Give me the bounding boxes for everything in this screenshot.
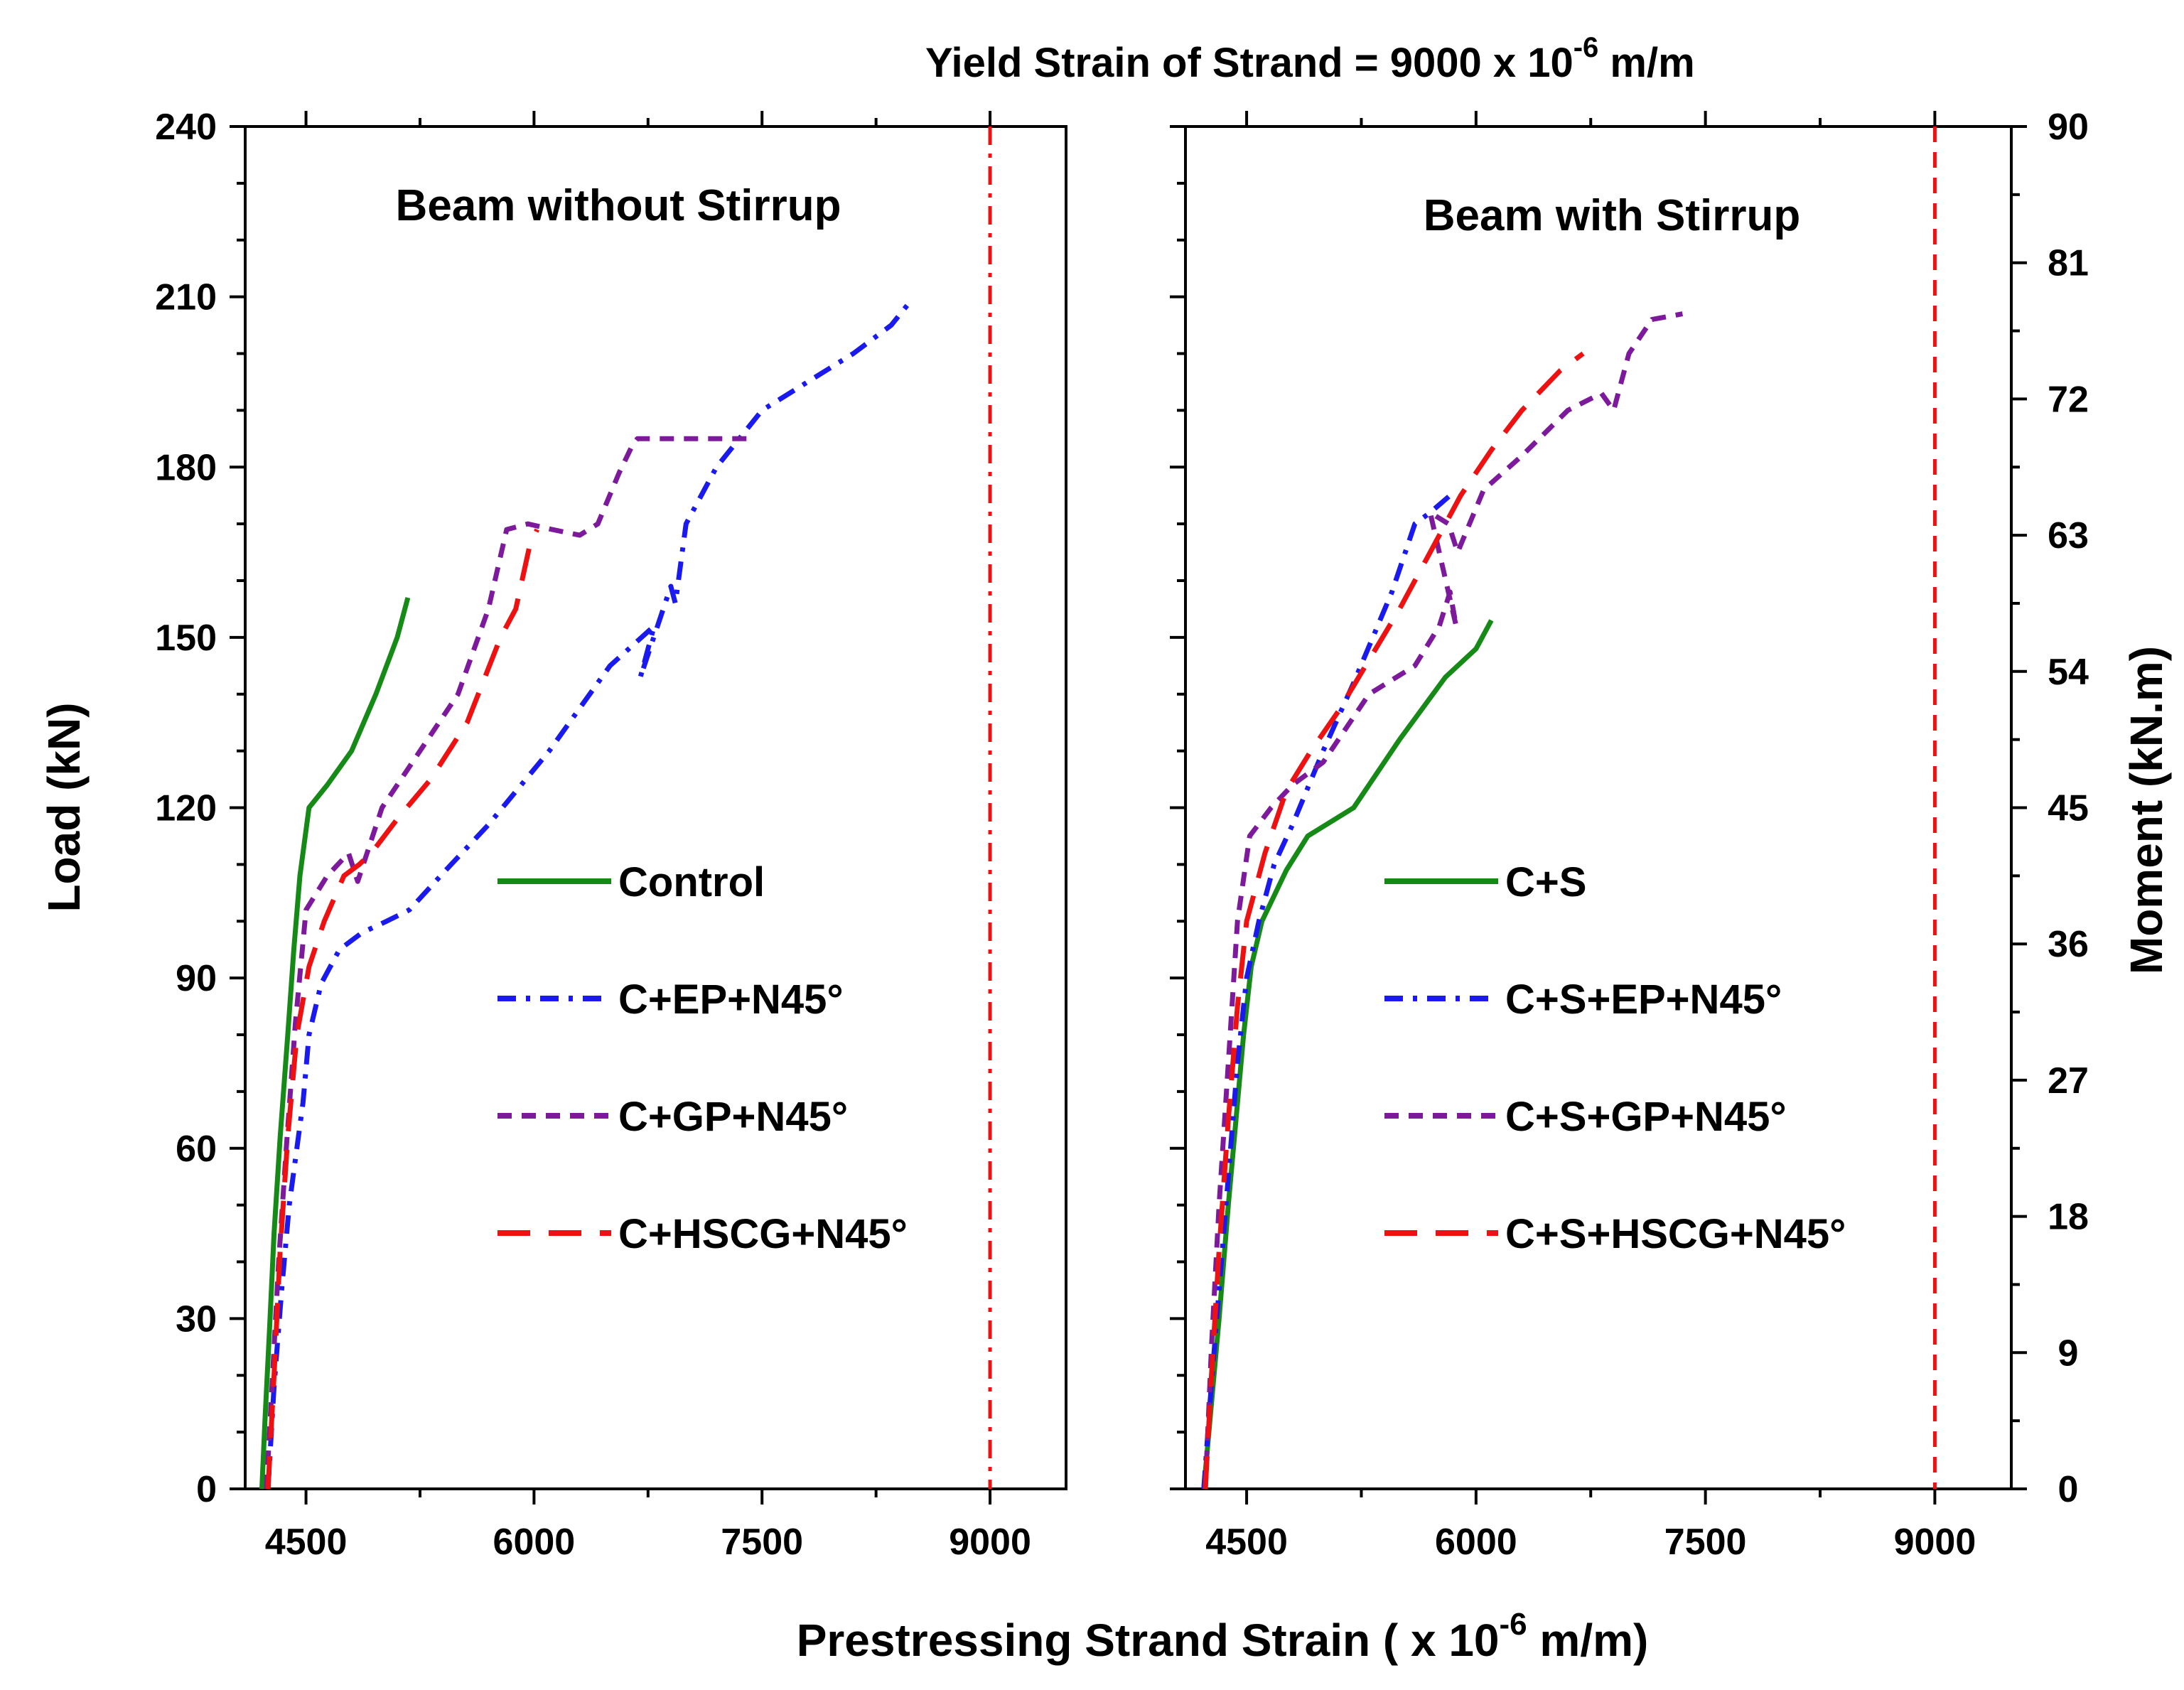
legend-label-c-plus-ep-plus-n45: C+EP+N45° — [618, 976, 844, 1023]
x-tick-label: 9000 — [949, 1522, 1031, 1563]
y-tick-label: 210 — [155, 277, 217, 318]
moment-tick-label: 63 — [2048, 515, 2089, 556]
moment-tick-label: 90 — [2048, 107, 2089, 148]
moment-tick-label: 36 — [2048, 924, 2089, 965]
x-tick-label: 7500 — [721, 1522, 803, 1563]
series-line-c-plus-s — [1201, 619, 1494, 1490]
x-axis-title: Prestressing Strand Strain ( x 10-6 m/m) — [797, 1607, 1649, 1666]
moment-tick-label: 81 — [2048, 243, 2089, 284]
series-line-control — [259, 597, 411, 1490]
moment-tick-label: 9 — [2058, 1333, 2079, 1374]
figure-labels: Yield Strain of Strand = 9000 x 10-6 m/m… — [38, 32, 2172, 1666]
y-tick-label: 150 — [155, 618, 217, 659]
panel-title: Beam with Stirrup — [1424, 191, 1801, 240]
series-line-c-plus-s-plus-gp-plus-n45 — [1203, 311, 1684, 1490]
moment-tick-label: 18 — [2048, 1197, 2089, 1238]
legend-label-c-plus-s-plus-ep-plus-n45: C+S+EP+N45° — [1505, 976, 1782, 1023]
panel-title: Beam without Stirrup — [396, 181, 841, 230]
series-line-c-plus-s-plus-ep-plus-n45 — [1201, 493, 1452, 1490]
panel-beam-with-stirrup: 4500 6000 7500 9000 0 9 18 27 36 45 54 63 72 81 90 Beam… — [1170, 107, 2089, 1563]
legend-label-control: Control — [618, 859, 765, 905]
y-tick-label: 240 — [155, 107, 217, 148]
x-tick-label: 4500 — [265, 1522, 348, 1563]
panel-beam-without-stirrup: 4500 6000 7500 9000 0 30 60 90 120 150 180 210 240 Be… — [155, 107, 1067, 1563]
y-tick-label: 0 — [196, 1469, 217, 1510]
plot-frame — [244, 125, 1067, 1490]
legend-label-c-plus-s: C+S — [1505, 859, 1586, 905]
y-tick-label: 30 — [176, 1298, 217, 1340]
y-tick-label: 60 — [176, 1129, 217, 1170]
series-line-c-plus-ep-plus-n45 — [265, 301, 912, 1490]
x-tick-label: 6000 — [493, 1522, 576, 1563]
series-line-c-plus-hscg-plus-n45 — [265, 528, 539, 1490]
y-tick-label: 120 — [155, 788, 217, 829]
moment-tick-label: 54 — [2048, 652, 2089, 693]
moment-tick-label: 45 — [2048, 788, 2089, 829]
x-tick-label: 9000 — [1894, 1522, 1976, 1563]
y-tick-label: 90 — [176, 958, 217, 999]
x-tick-label: 6000 — [1435, 1522, 1517, 1563]
series-line-c-plus-s-plus-hscg-plus-n45 — [1203, 351, 1585, 1490]
legend-label-c-plus-s-plus-hscg-plus-n45: C+S+HSCG+N45° — [1505, 1211, 1846, 1257]
x-tick-label: 7500 — [1664, 1522, 1747, 1563]
figure-title: Yield Strain of Strand = 9000 x 10-6 m/m — [925, 32, 1695, 86]
moment-axis-title: Moment (kN.m) — [2121, 646, 2172, 974]
moment-tick-label: 27 — [2048, 1060, 2089, 1102]
legend-label-c-plus-hscg-plus-n45: C+HSCG+N45° — [618, 1211, 908, 1257]
moment-tick-label: 0 — [2058, 1469, 2079, 1510]
y-tick-label: 180 — [155, 447, 217, 488]
plot-frame — [1184, 125, 2013, 1490]
legend-label-c-plus-gp-plus-n45: C+GP+N45° — [618, 1094, 848, 1140]
series-line-c-plus-gp-plus-n45 — [264, 436, 751, 1490]
legend-label-c-plus-s-plus-gp-plus-n45: C+S+GP+N45° — [1505, 1094, 1787, 1140]
x-tick-label: 4500 — [1205, 1522, 1288, 1563]
moment-tick-label: 72 — [2048, 379, 2089, 420]
y-axis-title: Load (kN) — [38, 702, 90, 912]
